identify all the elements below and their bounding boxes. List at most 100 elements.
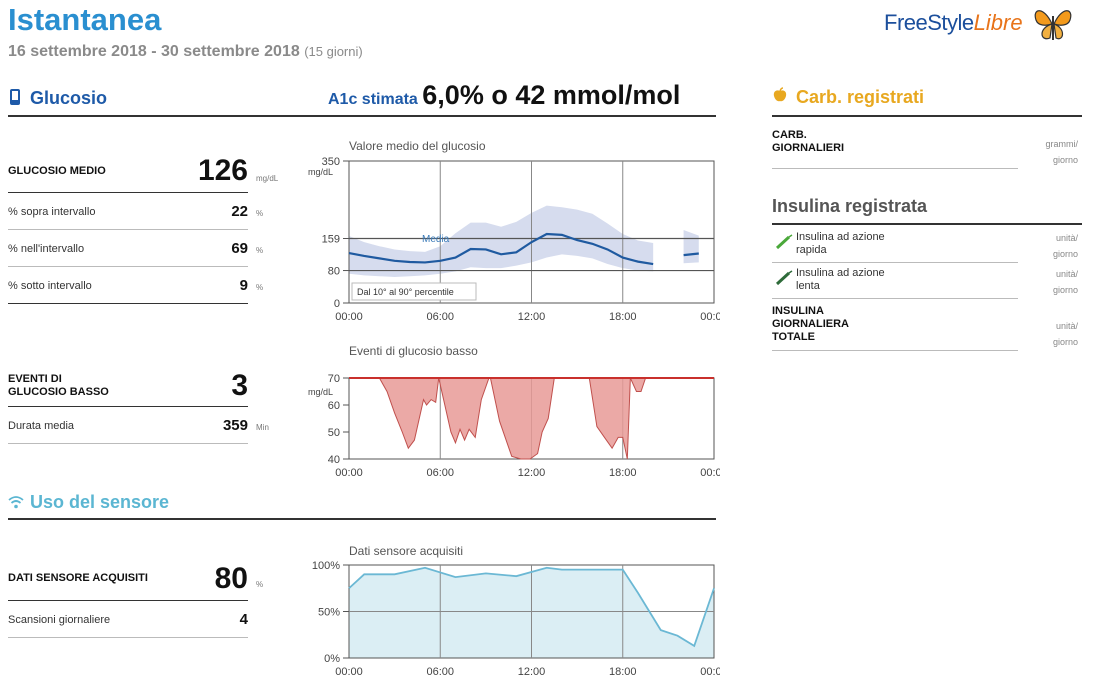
median-label: Media (422, 234, 450, 245)
glucose-section-title: Glucosio (30, 88, 108, 108)
x-tick-label: 06:00 (426, 467, 454, 479)
low-chart-unit: mg/dL (308, 387, 333, 397)
low-events-label-line2: GLUCOSIO BASSO (8, 386, 109, 398)
slow-insulin-label-line1: Insulina ad azione (796, 267, 885, 279)
percentile-legend: Dal 10° al 90° percentile (351, 282, 477, 301)
x-tick-label: 00:00 (335, 311, 363, 323)
low-event-area (629, 377, 647, 392)
median-line (348, 232, 654, 266)
daily-carbs-label: CARB. GIORNALIERI (772, 129, 844, 155)
wifi-icon (8, 496, 24, 509)
sensor-acquired-label: DATI SENSORE ACQUISITI (8, 572, 148, 584)
x-tick-label: 18:00 (609, 666, 637, 678)
y-tick-label: 50% (318, 607, 340, 619)
x-tick-label: 06:00 (426, 666, 454, 678)
divider (772, 168, 1018, 169)
percentile-legend-box (351, 282, 477, 301)
total-insulin-label-line2: GIORNALIERA (772, 318, 849, 330)
low-event-area (378, 377, 440, 450)
percentile-legend-text: Dal 10° al 90° percentile (357, 287, 454, 297)
glucose-average-chart: mg/dL 0 80 159 350 00:00 06:00 12:00 18:00 00:00… (308, 156, 720, 323)
low-event-area (489, 377, 555, 460)
y-tick-label: 40 (328, 454, 340, 466)
a1c-estimate: A1c stimata 6,0% o 42 mmol/mol (328, 80, 680, 111)
divider (8, 443, 248, 444)
in-range-value: 69 (231, 240, 248, 257)
divider (772, 350, 1018, 351)
percentile-band (683, 229, 699, 264)
avg-glucose-label: GLUCOSIO MEDIO (8, 165, 106, 177)
x-tick-label: 00:00 (700, 666, 720, 678)
daily-carbs-unit-line2: giorno (1052, 155, 1078, 165)
x-tick-label: 12:00 (518, 666, 546, 678)
slow-insulin-label-line2: lenta (796, 280, 820, 292)
in-range-label: % nell'intervallo (8, 243, 85, 255)
x-tick-label: 00:00 (335, 467, 363, 479)
y-tick-label: 0 (334, 298, 340, 310)
y-tick-label: 50 (328, 427, 340, 439)
sensor-chart-title: Dati sensore acquisiti (349, 544, 464, 558)
x-tick-label: 00:00 (700, 467, 720, 479)
daily-scans-value: 4 (239, 611, 248, 628)
glucose-chart-unit: mg/dL (308, 167, 333, 177)
rapid-insulin-unit-line1: unità/ (1055, 233, 1078, 243)
in-range-unit: % (256, 246, 264, 255)
low-event-area (438, 377, 490, 445)
below-range-unit: % (256, 283, 264, 292)
days-count: (15 giorni) (304, 44, 363, 59)
divider (8, 406, 248, 407)
carbs-section-title: Carb. registrati (796, 87, 925, 107)
sensor-line (348, 566, 715, 648)
divider (8, 192, 248, 193)
sensor-data-chart: 0% 50% 100% 00:00 06:00 12:00 18:00 00:00 (312, 560, 720, 678)
sensor-acquired-value: 80 (214, 562, 248, 595)
total-insulin-unit-line2: giorno (1052, 337, 1078, 347)
low-glucose-chart: mg/dL 40 50 60 70 00:00 06:00 12:00 18:00 00:00 (308, 373, 720, 479)
below-range-value: 9 (239, 277, 248, 294)
x-tick-label: 18:00 (609, 467, 637, 479)
daily-carbs-label-line1: CARB. (772, 129, 807, 141)
above-range-label: % sopra intervallo (8, 206, 96, 218)
sensor-acquired-unit: % (256, 580, 264, 589)
avg-duration-value: 359 (222, 417, 248, 434)
total-insulin-unit: unità/ giorno (1000, 318, 1078, 350)
freestyle-libre-logo: FreeStyleLibre (884, 10, 1023, 36)
y-tick-label: 100% (312, 560, 340, 572)
x-tick-label: 06:00 (426, 311, 454, 323)
slow-insulin-label: Insulina ad azione lenta (796, 267, 885, 293)
divider (8, 637, 248, 638)
x-tick-label: 00:00 (700, 311, 720, 323)
glucose-divider (8, 115, 716, 117)
a1c-label: A1c stimata (328, 91, 418, 108)
avg-glucose-value: 126 (197, 154, 248, 187)
rapid-insulin-pen-icon (775, 234, 793, 250)
avg-duration-label: Durata media (8, 420, 75, 432)
date-range-text: 16 settembre 2018 - 30 settembre 2018 (8, 43, 300, 60)
divider (8, 303, 248, 304)
divider (8, 229, 248, 230)
rapid-insulin-label: Insulina ad azione rapida (796, 231, 885, 257)
x-tick-label: 12:00 (518, 467, 546, 479)
x-tick-label: 12:00 (518, 311, 546, 323)
rapid-insulin-label-line1: Insulina ad azione (796, 231, 885, 243)
divider (772, 298, 1018, 299)
y-tick-label: 159 (322, 233, 340, 245)
slow-insulin-unit-line1: unità/ (1055, 269, 1078, 279)
date-range: 16 settembre 2018 - 30 settembre 2018 (1… (8, 43, 363, 61)
logo-freestyle: FreeStyle (884, 10, 974, 35)
rapid-insulin-label-line2: rapida (796, 244, 827, 256)
carbs-divider (772, 115, 1082, 117)
divider (8, 600, 248, 601)
butterfly-icon (1034, 10, 1072, 40)
divider (8, 266, 248, 267)
x-tick-label: 18:00 (609, 311, 637, 323)
y-tick-label: 60 (328, 400, 340, 412)
sensor-section-title: Uso del sensore (30, 492, 170, 512)
sensor-divider (8, 518, 716, 520)
x-tick-label: 00:00 (335, 666, 363, 678)
apple-icon (773, 87, 787, 102)
below-range-label: % sotto intervallo (8, 280, 92, 292)
above-range-unit: % (256, 209, 264, 218)
low-event-area (588, 377, 631, 460)
divider (772, 262, 1018, 263)
